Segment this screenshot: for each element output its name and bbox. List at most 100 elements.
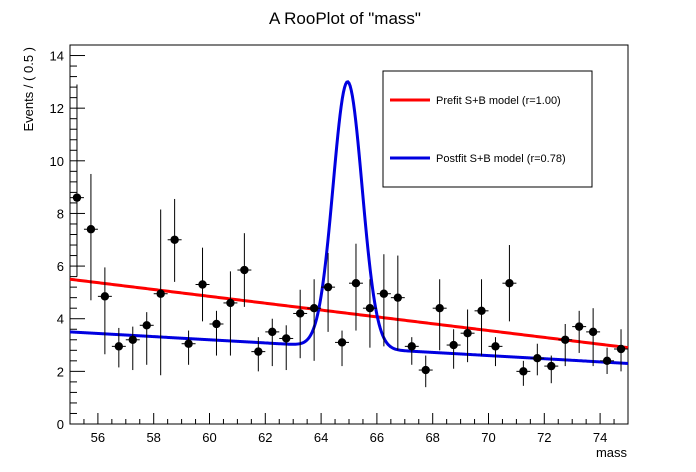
data-points [70, 84, 628, 388]
x-tick-label: 68 [425, 430, 439, 445]
data-point [460, 309, 475, 363]
y-tick-label: 8 [57, 206, 64, 221]
data-point [209, 310, 224, 356]
data-marker [100, 292, 110, 301]
data-marker [588, 327, 598, 337]
data-marker [114, 342, 124, 351]
data-point [153, 209, 168, 376]
data-marker [477, 306, 486, 316]
data-marker [491, 342, 500, 351]
data-marker [379, 289, 389, 298]
data-marker [505, 278, 514, 288]
data-marker [365, 303, 375, 313]
x-tick-label: 62 [258, 430, 272, 445]
data-marker [226, 298, 235, 308]
x-tick-label: 66 [370, 430, 384, 445]
y-tick-label: 0 [57, 417, 64, 432]
data-marker [574, 322, 584, 331]
data-marker [282, 334, 291, 343]
y-tick-label: 4 [57, 312, 64, 327]
data-marker [254, 347, 263, 356]
y-tick-label: 14 [50, 49, 64, 64]
data-point [474, 279, 489, 356]
data-point [390, 255, 405, 351]
data-marker [351, 278, 361, 288]
data-point [376, 254, 391, 347]
data-point [265, 318, 280, 367]
y-tick-label: 10 [50, 154, 64, 169]
data-point [293, 289, 308, 359]
y-axis-title: Events / ( 0.5 ) [21, 47, 36, 132]
data-point [97, 267, 112, 355]
data-point [558, 323, 573, 367]
data-marker [602, 356, 612, 366]
data-marker [212, 319, 221, 329]
data-point [335, 330, 349, 367]
chart-title: A RooPlot of "mass" [269, 9, 421, 28]
data-marker [156, 289, 165, 298]
data-point [181, 330, 196, 365]
data-marker [393, 293, 403, 302]
data-marker [86, 225, 96, 234]
legend-label-prefit: Prefit S+B model (r=1.00) [436, 95, 561, 107]
data-marker [72, 193, 82, 202]
data-marker [435, 303, 444, 313]
data-point [167, 198, 182, 282]
data-marker [309, 303, 319, 313]
data-point [418, 355, 433, 388]
data-marker [337, 338, 347, 347]
data-marker [268, 327, 277, 337]
data-marker [561, 335, 570, 344]
data-marker [128, 335, 137, 344]
data-point [586, 308, 601, 367]
data-point [502, 245, 517, 322]
data-point [321, 252, 336, 332]
x-tick-label: 58 [146, 430, 160, 445]
x-tick-label: 72 [537, 430, 551, 445]
data-point [279, 325, 294, 371]
data-marker [421, 365, 430, 375]
data-point [488, 337, 503, 367]
data-marker [547, 361, 556, 371]
data-point [139, 312, 154, 365]
data-point [83, 173, 98, 301]
y-tick-label: 2 [57, 364, 64, 379]
data-marker [407, 342, 416, 351]
data-marker [170, 235, 179, 244]
data-point [70, 84, 84, 277]
data-marker [142, 321, 151, 330]
data-point [530, 343, 545, 376]
data-point [404, 337, 419, 365]
data-marker [198, 280, 207, 289]
data-point [446, 329, 461, 369]
data-marker [323, 282, 333, 292]
data-point [614, 329, 628, 372]
x-tick-label: 70 [481, 430, 495, 445]
data-marker [449, 340, 458, 350]
x-axis: 56 58 60 62 64 66 68 70 72 74 [69, 413, 629, 445]
data-marker [240, 265, 249, 275]
data-point [111, 327, 126, 368]
data-marker [295, 309, 305, 318]
data-point [544, 355, 559, 384]
legend-box [382, 70, 593, 188]
data-point [195, 247, 210, 322]
data-marker [616, 344, 626, 354]
x-axis-title: mass [596, 445, 628, 460]
data-point [600, 347, 615, 374]
data-marker [533, 354, 542, 363]
data-marker [184, 339, 193, 348]
legend-label-postfit: Postfit S+B model (r=0.78) [436, 153, 566, 165]
y-tick-label: 12 [50, 101, 64, 116]
data-point [572, 310, 587, 353]
data-point [516, 360, 531, 386]
data-marker [463, 328, 472, 338]
data-point [251, 337, 266, 372]
data-point [223, 271, 238, 356]
x-tick-label: 64 [314, 430, 328, 445]
x-tick-label: 56 [91, 430, 105, 445]
data-point [362, 279, 377, 348]
data-point [307, 279, 322, 361]
legend: Prefit S+B model (r=1.00) Postfit S+B mo… [382, 70, 593, 188]
